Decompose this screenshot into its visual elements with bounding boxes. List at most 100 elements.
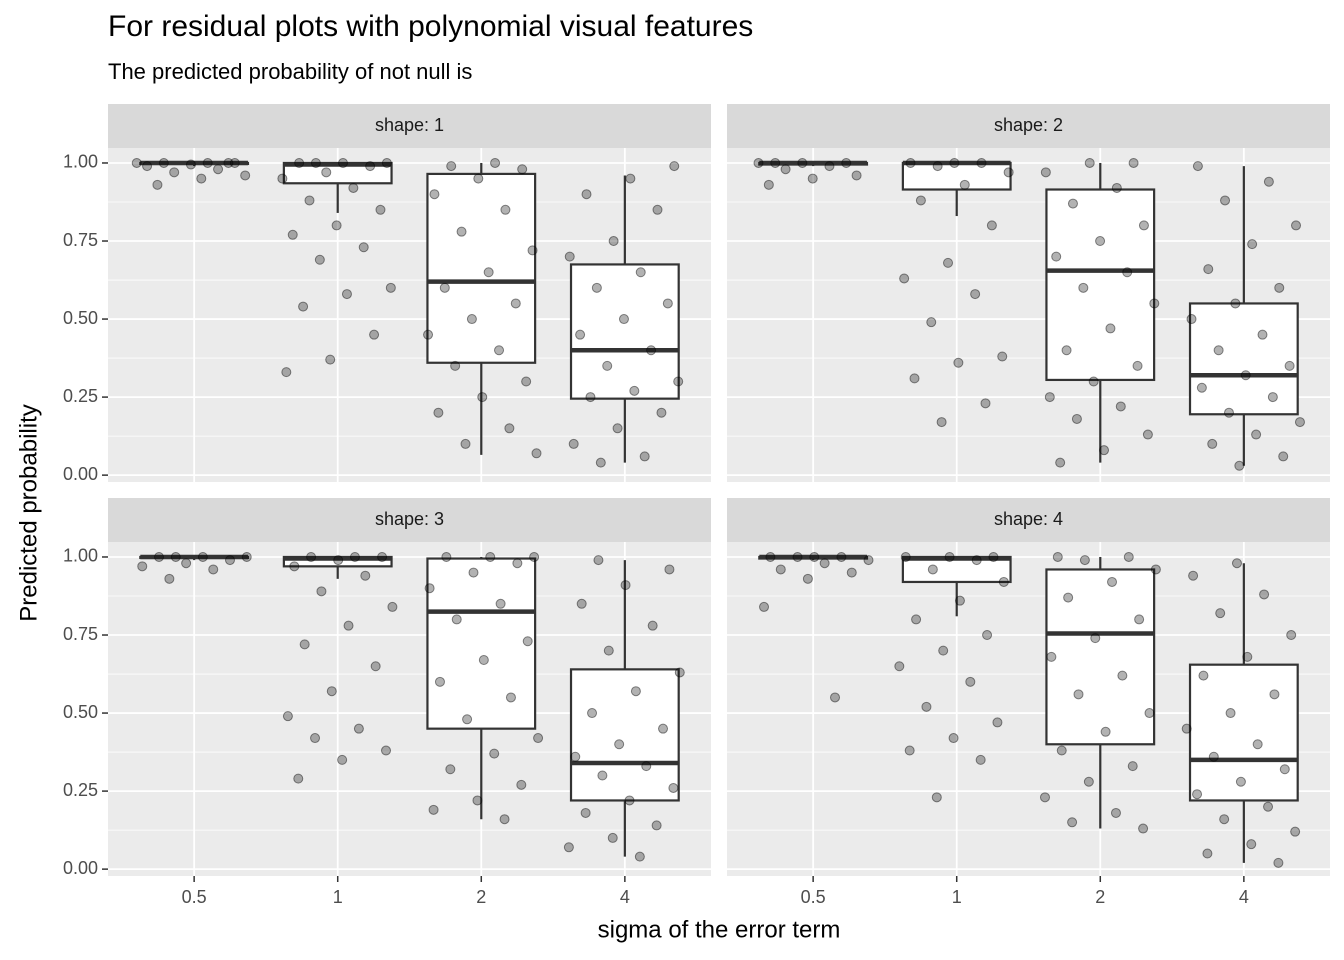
- point: [587, 708, 598, 719]
- point: [669, 161, 680, 172]
- x-tick-label: 4: [1239, 887, 1249, 907]
- box: [901, 555, 1012, 584]
- point: [1279, 764, 1290, 775]
- point: [304, 195, 315, 206]
- box: [901, 161, 1012, 191]
- point: [802, 573, 813, 584]
- point: [1138, 220, 1149, 231]
- point: [1242, 651, 1253, 662]
- point: [169, 167, 180, 178]
- point: [1192, 789, 1203, 800]
- point: [1267, 392, 1278, 403]
- point: [1150, 564, 1161, 575]
- point: [635, 267, 646, 278]
- point: [765, 551, 776, 562]
- point: [137, 561, 148, 572]
- x-tick-label: 0.5: [801, 887, 826, 907]
- point: [377, 551, 388, 562]
- point: [1181, 723, 1192, 734]
- y-axis-label: Predicted probability: [15, 404, 42, 621]
- point: [927, 564, 938, 575]
- strip: [108, 104, 711, 148]
- point: [1286, 630, 1297, 641]
- point: [1219, 814, 1230, 825]
- point: [1247, 239, 1258, 250]
- x-axis-label: sigma of the error term: [598, 916, 841, 943]
- box: [426, 172, 537, 364]
- point: [439, 282, 450, 293]
- point: [595, 457, 606, 468]
- point: [625, 173, 636, 184]
- point: [602, 360, 613, 371]
- point: [911, 614, 922, 625]
- point: [1259, 589, 1270, 600]
- point: [450, 360, 461, 371]
- point: [603, 645, 614, 656]
- point: [325, 354, 336, 365]
- point: [1235, 776, 1246, 787]
- facet-label: shape: 1: [375, 115, 444, 135]
- point: [1123, 551, 1134, 562]
- point: [807, 173, 818, 184]
- point: [360, 570, 371, 581]
- point: [314, 254, 325, 265]
- point: [385, 282, 396, 293]
- point: [656, 407, 667, 418]
- point: [624, 795, 635, 806]
- point: [759, 601, 770, 612]
- box: [1188, 663, 1299, 802]
- point: [434, 676, 445, 687]
- point: [580, 807, 591, 818]
- point: [1044, 392, 1055, 403]
- point: [533, 733, 544, 744]
- point: [446, 161, 457, 172]
- point: [1230, 298, 1241, 309]
- point: [381, 157, 392, 168]
- point: [490, 157, 501, 168]
- y-tick-label: 0.25: [63, 780, 98, 800]
- point: [1095, 236, 1106, 247]
- point: [170, 551, 181, 562]
- point: [353, 723, 364, 734]
- point: [460, 438, 471, 449]
- point: [900, 551, 911, 562]
- point: [1039, 792, 1050, 803]
- point: [630, 686, 641, 697]
- point: [646, 345, 657, 356]
- point: [429, 189, 440, 200]
- point: [836, 551, 847, 562]
- point: [1231, 558, 1242, 569]
- point: [1111, 182, 1122, 193]
- point: [472, 795, 483, 806]
- x-tick-label: 1: [952, 887, 962, 907]
- box: [1188, 302, 1299, 416]
- point: [1051, 251, 1062, 262]
- point: [780, 164, 791, 175]
- point: [965, 676, 976, 687]
- point: [131, 157, 142, 168]
- point: [1284, 360, 1295, 371]
- strip: [727, 104, 1330, 148]
- point: [1122, 267, 1133, 278]
- point: [1192, 161, 1203, 172]
- point: [921, 701, 932, 712]
- point: [505, 692, 516, 703]
- point: [213, 164, 224, 175]
- point: [1090, 633, 1101, 644]
- box: [426, 557, 537, 730]
- point: [369, 329, 380, 340]
- point: [1067, 817, 1078, 828]
- point: [830, 692, 841, 703]
- point: [959, 179, 970, 190]
- point: [229, 157, 240, 168]
- point: [1278, 451, 1289, 462]
- point: [976, 157, 987, 168]
- point: [948, 733, 959, 744]
- facet-label: shape: 3: [375, 509, 444, 529]
- point: [1142, 429, 1153, 440]
- y-tick-label: 1.00: [63, 152, 98, 172]
- point: [949, 157, 960, 168]
- point: [294, 157, 305, 168]
- chart-subtitle: The predicted probability of not null is: [108, 59, 472, 84]
- point: [597, 770, 608, 781]
